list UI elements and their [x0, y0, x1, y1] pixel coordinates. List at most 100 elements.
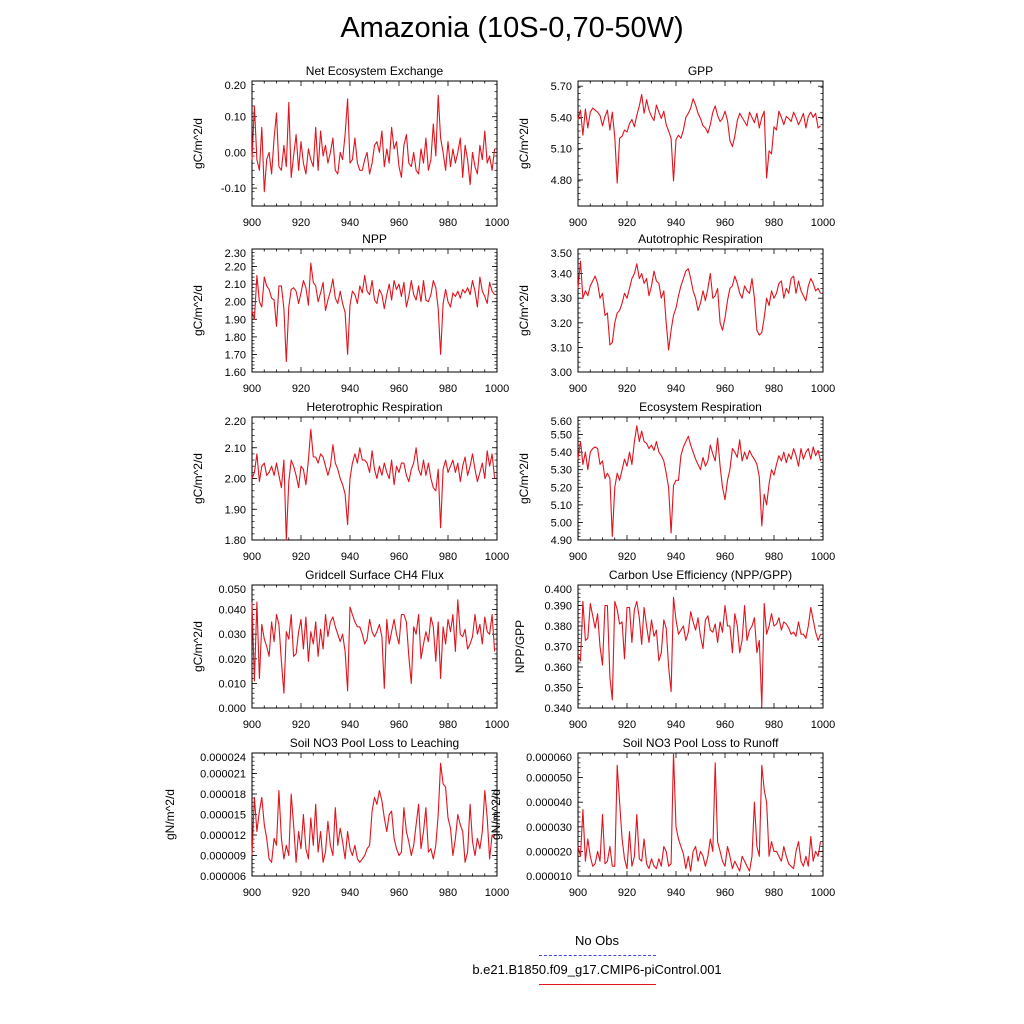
- chart-5-xtick-label: 960: [390, 551, 408, 563]
- chart-4-frame: [577, 248, 824, 373]
- chart-7-ylabel: gC/m^2/d: [191, 621, 205, 672]
- chart-1-title: Net Ecosystem Exchange: [306, 64, 444, 78]
- chart-9-xtick-label: 1000: [485, 887, 509, 899]
- chart-7-ytick-label: 0.010: [218, 678, 246, 690]
- chart-6-ytick-label: 5.30: [551, 465, 572, 477]
- chart-7-xtick-label: 1000: [485, 719, 509, 731]
- chart-5-xtick-label: 920: [292, 551, 310, 563]
- chart-2-xtick-label: 980: [765, 217, 783, 229]
- chart-4-ytick-label: 3.10: [551, 342, 572, 354]
- chart-2-ylabel: gC/m^2/d: [517, 118, 531, 169]
- chart-4-ytick-label: 3.40: [551, 269, 572, 281]
- chart-8-series-line: [577, 596, 822, 707]
- chart-8-xtick-label: 900: [569, 719, 587, 731]
- chart-9-ylabel: gN/m^2/d: [163, 789, 177, 840]
- chart-7-xtick-label: 920: [292, 719, 310, 731]
- chart-7-xtick-label: 980: [439, 719, 457, 731]
- chart-10-xtick-label: 1000: [811, 887, 835, 899]
- chart-5-xtick-label: 980: [439, 551, 457, 563]
- chart-8-ytick-label: 0.350: [544, 683, 572, 695]
- chart-8-ytick-label: 0.370: [544, 642, 572, 654]
- chart-1-xtick-label: 1000: [485, 217, 509, 229]
- chart-9-ytick-label: 0.000012: [200, 830, 246, 842]
- chart-1-xtick-label: 960: [390, 217, 408, 229]
- chart-9-xtick-label: 960: [390, 887, 408, 899]
- chart-2-title: GPP: [688, 64, 713, 78]
- chart-7-ytick-label: 0.000: [218, 703, 246, 715]
- chart-10-xtick-label: 940: [667, 887, 685, 899]
- chart-3-xtick-label: 960: [390, 383, 408, 395]
- chart-5-xtick-label: 940: [341, 551, 359, 563]
- chart-1-xtick-label: 980: [439, 217, 457, 229]
- chart-10-ytick-label: 0.000050: [526, 773, 572, 785]
- chart-6-ytick-label: 5.50: [551, 430, 572, 442]
- chart-10-ytick-label: 0.000010: [526, 871, 572, 883]
- legend-obs-line: [539, 955, 656, 956]
- chart-7-frame: [251, 584, 498, 709]
- chart-5-ytick-label: 1.90: [225, 504, 246, 516]
- chart-4-ytick-label: 3.50: [551, 248, 572, 260]
- chart-8-ytick-label: 0.360: [544, 662, 572, 674]
- chart-6-xtick-label: 920: [618, 551, 636, 563]
- chart-7-xtick-label: 940: [341, 719, 359, 731]
- chart-9-frame: [251, 752, 498, 877]
- chart-1-ytick-label: 0.00: [225, 147, 246, 159]
- chart-3-series-line: [251, 262, 496, 363]
- chart-7-ytick-label: 0.050: [218, 584, 246, 596]
- chart-9-xtick-label: 980: [439, 887, 457, 899]
- chart-1-ytick-label: 0.10: [225, 112, 246, 124]
- chart-2-xtick-label: 940: [667, 217, 685, 229]
- chart-8-ylabel: NPP/GPP: [513, 620, 527, 673]
- chart-3-ytick-label: 2.00: [225, 297, 246, 309]
- chart-1-series-line: [251, 94, 496, 193]
- chart-8-xtick-label: 920: [618, 719, 636, 731]
- chart-6-ylabel: gC/m^2/d: [517, 453, 531, 504]
- chart-3-ylabel: gC/m^2/d: [191, 285, 205, 336]
- chart-9-ytick-label: 0.000018: [200, 789, 246, 801]
- chart-1-xtick-label: 900: [243, 217, 261, 229]
- chart-7-xtick-label: 900: [243, 719, 261, 731]
- chart-1-ytick-label: -0.10: [221, 183, 246, 195]
- chart-4-ytick-label: 3.00: [551, 367, 572, 379]
- chart-9-title: Soil NO3 Pool Loss to Leaching: [290, 736, 459, 750]
- chart-5-ytick-label: 2.10: [225, 443, 246, 455]
- chart-2-ytick-label: 5.10: [551, 144, 572, 156]
- chart-9-series-line: [251, 762, 496, 863]
- chart-10-xtick-label: 980: [765, 887, 783, 899]
- chart-9-xtick-label: 940: [341, 887, 359, 899]
- chart-3-ytick-label: 1.60: [225, 367, 246, 379]
- chart-8-xtick-label: 960: [716, 719, 734, 731]
- chart-6-ytick-label: 5.00: [551, 517, 572, 529]
- chart-4-xtick-label: 960: [716, 383, 734, 395]
- chart-6-ytick-label: 5.40: [551, 447, 572, 459]
- chart-3-xtick-label: 900: [243, 383, 261, 395]
- chart-4-ytick-label: 3.30: [551, 293, 572, 305]
- chart-10-xtick-label: 900: [569, 887, 587, 899]
- chart-10-series-line: [577, 752, 822, 872]
- chart-7-ytick-label: 0.020: [218, 654, 246, 666]
- chart-5-ytick-label: 1.80: [225, 535, 246, 547]
- chart-6-xtick-label: 1000: [811, 551, 835, 563]
- chart-2-ytick-label: 5.70: [551, 81, 572, 93]
- chart-3-ytick-label: 2.20: [225, 262, 246, 274]
- chart-1-ylabel: gC/m^2/d: [191, 118, 205, 169]
- chart-3-xtick-label: 920: [292, 383, 310, 395]
- chart-6-xtick-label: 960: [716, 551, 734, 563]
- chart-9-ytick-label: 0.000009: [200, 851, 246, 863]
- chart-4-xtick-label: 900: [569, 383, 587, 395]
- chart-5-xtick-label: 1000: [485, 551, 509, 563]
- chart-3-ytick-label: 1.70: [225, 349, 246, 361]
- chart-6-xtick-label: 940: [667, 551, 685, 563]
- chart-2-xtick-label: 1000: [811, 217, 835, 229]
- chart-4-xtick-label: 940: [667, 383, 685, 395]
- chart-5-title: Heterotrophic Respiration: [306, 400, 442, 414]
- chart-6-title: Ecosystem Respiration: [639, 400, 762, 414]
- chart-10-ytick-label: 0.000060: [526, 752, 572, 764]
- chart-10-title: Soil NO3 Pool Loss to Runoff: [623, 736, 780, 750]
- chart-3-ytick-label: 1.80: [225, 332, 246, 344]
- chart-5-series-line: [251, 428, 496, 541]
- chart-3-xtick-label: 1000: [485, 383, 509, 395]
- chart-2-series-line: [577, 93, 821, 184]
- chart-9-ytick-label: 0.000024: [200, 752, 246, 764]
